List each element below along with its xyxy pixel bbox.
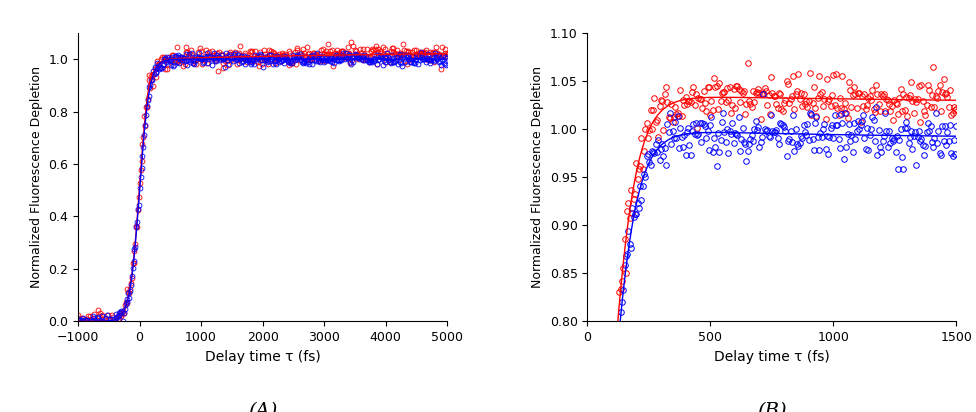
X-axis label: Delay time τ (fs): Delay time τ (fs) [205, 350, 320, 364]
Text: (A): (A) [248, 402, 277, 412]
Y-axis label: Normalized Fluorescence Depletion: Normalized Fluorescence Depletion [30, 66, 43, 288]
Text: (B): (B) [757, 402, 787, 412]
Y-axis label: Normalized Fluorescence Depletion: Normalized Fluorescence Depletion [531, 66, 545, 288]
X-axis label: Delay time τ (fs): Delay time τ (fs) [714, 350, 830, 364]
